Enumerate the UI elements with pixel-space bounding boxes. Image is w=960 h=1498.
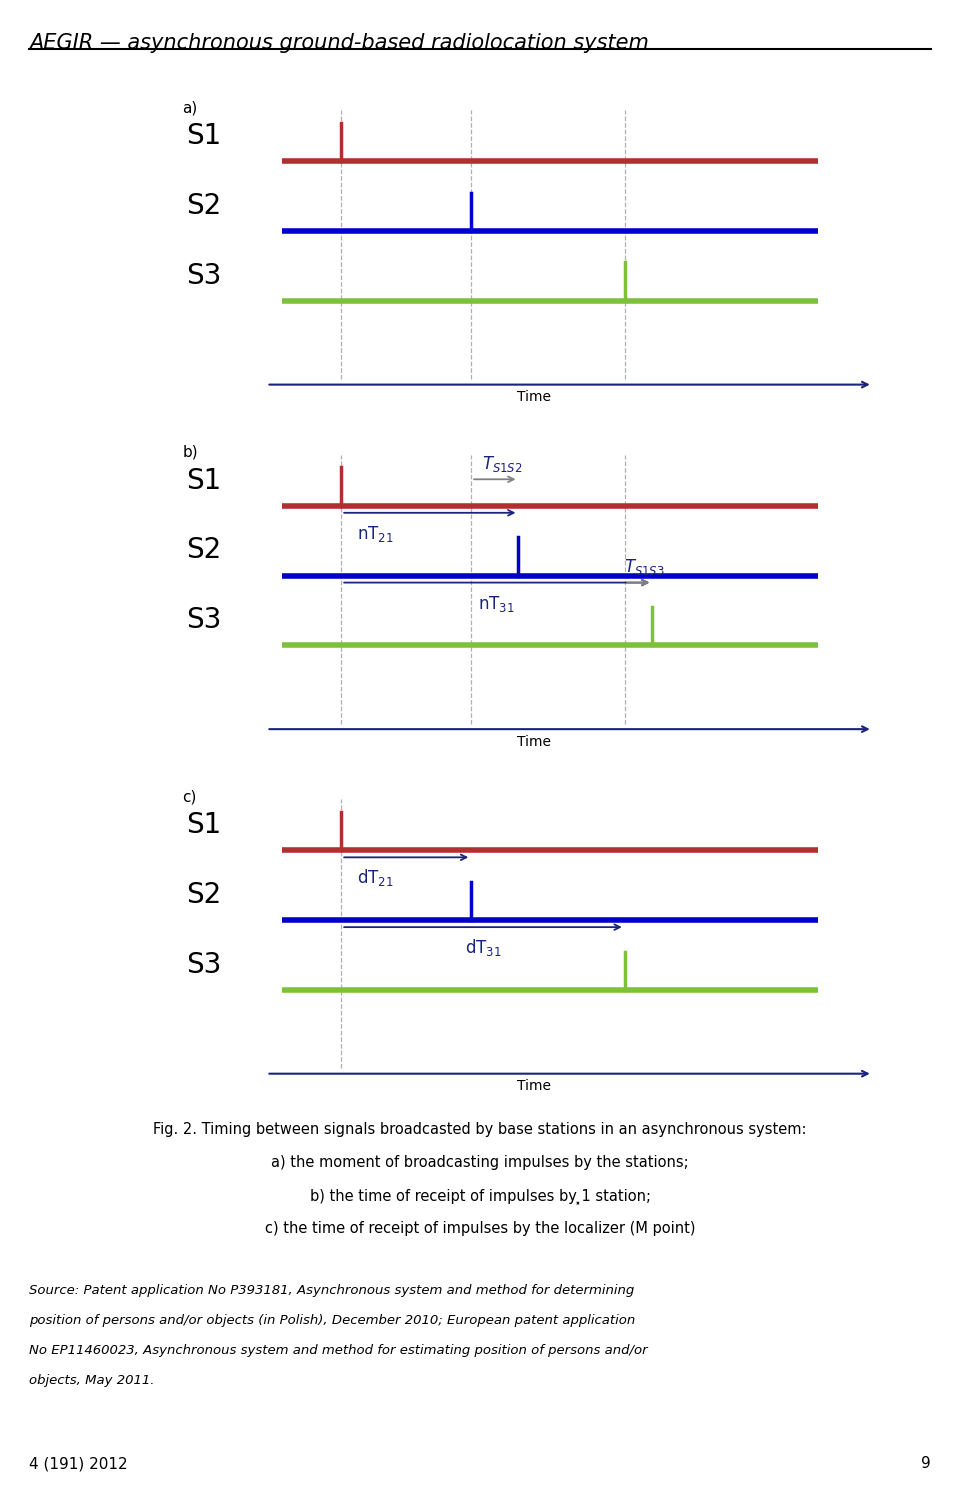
Text: $T_{S1S2}$: $T_{S1S2}$ — [482, 454, 523, 473]
Text: Time: Time — [517, 1079, 551, 1094]
Text: S3: S3 — [186, 607, 221, 634]
Text: Time: Time — [517, 389, 551, 404]
Text: S3: S3 — [186, 951, 221, 978]
Text: No EP11460023, Asynchronous system and method for estimating position of persons: No EP11460023, Asynchronous system and m… — [29, 1344, 647, 1357]
Text: S3: S3 — [186, 262, 221, 289]
Text: 4 (191) 2012: 4 (191) 2012 — [29, 1456, 128, 1471]
Text: Source: Patent application No P393181, Asynchronous system and method for determ: Source: Patent application No P393181, A… — [29, 1284, 634, 1297]
Text: S2: S2 — [186, 192, 221, 220]
Text: $\mathregular{dT_{31}}$: $\mathregular{dT_{31}}$ — [465, 936, 501, 957]
Text: Fig. 2. Timing between signals broadcasted by base stations in an asynchronous s: Fig. 2. Timing between signals broadcast… — [154, 1122, 806, 1137]
Text: b) the time of receipt of impulses by ͓1 station;: b) the time of receipt of impulses by ͓1… — [309, 1188, 651, 1204]
Text: S2: S2 — [186, 881, 221, 909]
Text: AEGIR — asynchronous ground-based radiolocation system: AEGIR — asynchronous ground-based radiol… — [29, 33, 649, 52]
Text: c): c) — [182, 789, 197, 804]
Text: position of persons and/or objects (in Polish), December 2010; European patent a: position of persons and/or objects (in P… — [29, 1314, 636, 1327]
Text: b): b) — [182, 445, 198, 460]
Text: a): a) — [182, 100, 198, 115]
Text: $\mathregular{nT_{31}}$: $\mathregular{nT_{31}}$ — [478, 593, 516, 614]
Text: objects, May 2011.: objects, May 2011. — [29, 1374, 155, 1387]
Text: c) the time of receipt of impulses by the localizer (Μ point): c) the time of receipt of impulses by th… — [265, 1221, 695, 1236]
Text: S1: S1 — [186, 812, 221, 839]
Text: $\mathregular{nT_{21}}$: $\mathregular{nT_{21}}$ — [357, 524, 394, 544]
Text: $T_{S1S3}$: $T_{S1S3}$ — [624, 557, 664, 577]
Text: S2: S2 — [186, 536, 221, 565]
Text: $\mathregular{dT_{21}}$: $\mathregular{dT_{21}}$ — [357, 867, 394, 888]
Text: Time: Time — [517, 734, 551, 749]
Text: S1: S1 — [186, 467, 221, 494]
Text: a) the moment of broadcasting impulses by the stations;: a) the moment of broadcasting impulses b… — [271, 1155, 689, 1170]
Text: S1: S1 — [186, 123, 221, 150]
Text: 9: 9 — [922, 1456, 931, 1471]
